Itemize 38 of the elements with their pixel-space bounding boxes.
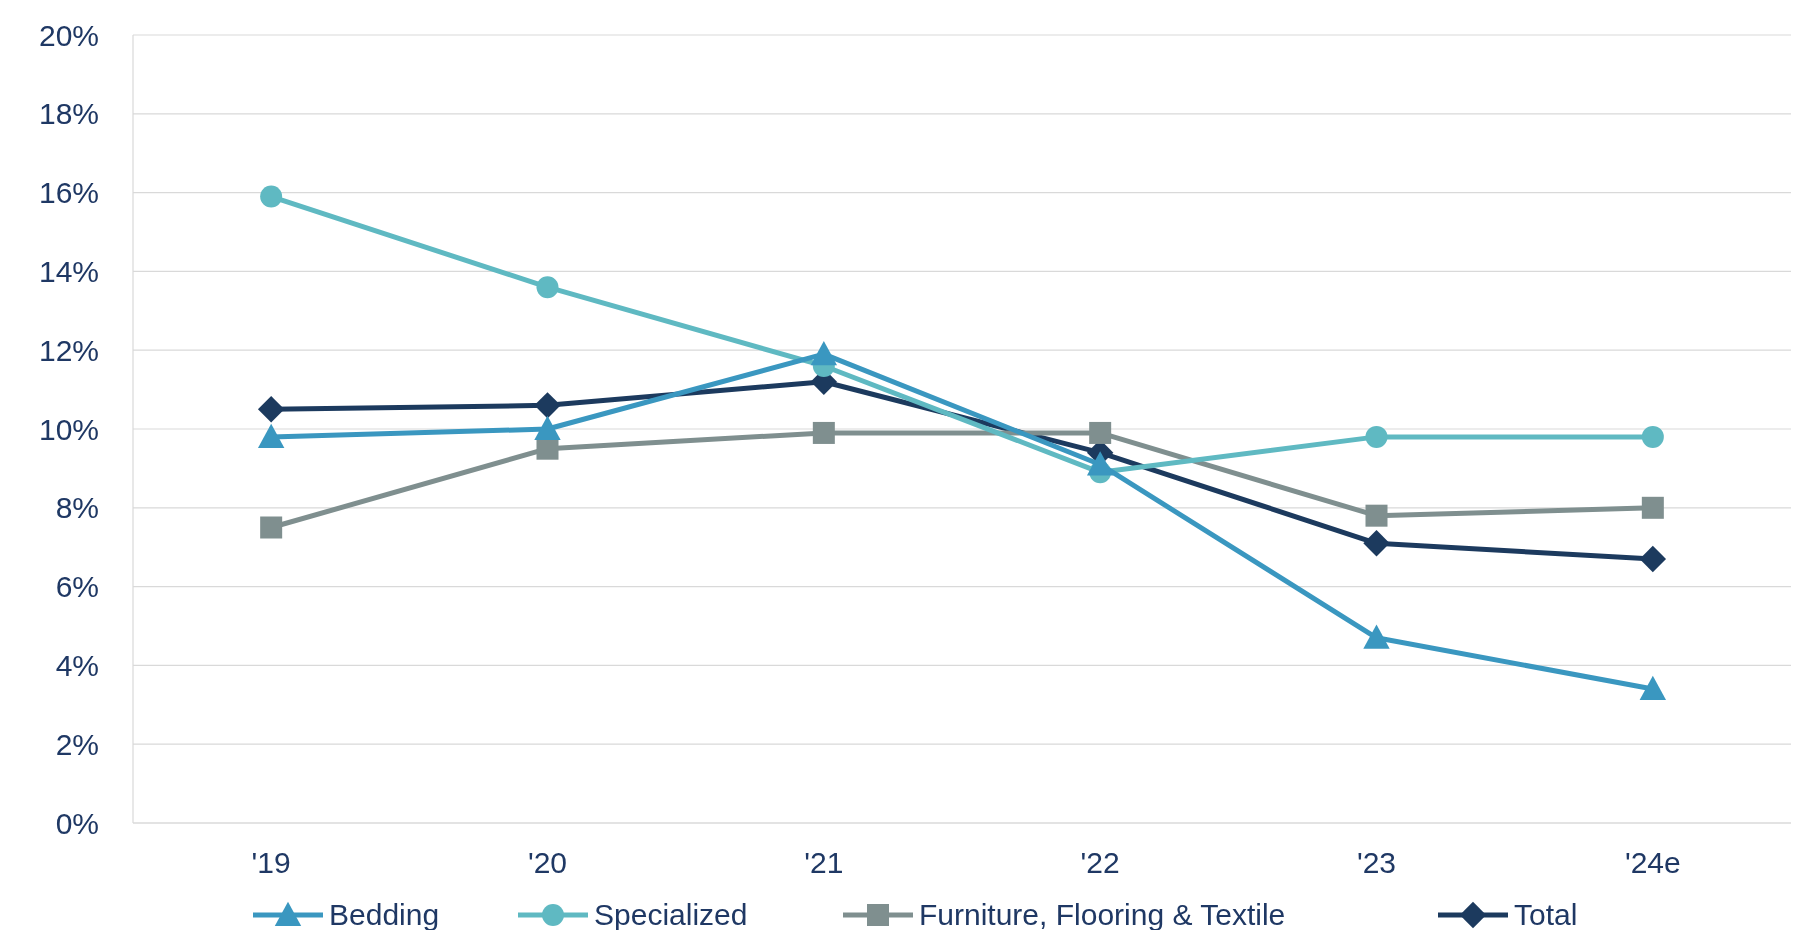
point — [1641, 425, 1664, 448]
y-tick-label: 4% — [55, 648, 99, 682]
point — [257, 423, 285, 448]
point — [812, 421, 835, 444]
y-tick-label: 2% — [55, 727, 99, 761]
point — [1363, 530, 1390, 557]
x-tick-label: '19 — [251, 846, 291, 879]
point — [534, 392, 561, 419]
point — [257, 396, 285, 423]
x-tick-label: '22 — [1080, 846, 1120, 879]
point — [1089, 421, 1112, 444]
point — [260, 185, 283, 208]
point — [534, 415, 561, 440]
point — [1086, 451, 1114, 476]
point — [1639, 545, 1667, 573]
y-tick-label: 6% — [55, 570, 99, 604]
point — [1641, 496, 1664, 519]
x-tick-label: '24e — [1624, 846, 1681, 879]
point — [536, 276, 559, 299]
y-tick-label: 10% — [38, 412, 99, 446]
y-tick-label: 12% — [38, 333, 99, 367]
y-tick-label: 0% — [55, 806, 99, 840]
y-tick-label: 20% — [38, 18, 99, 52]
legend-label: Total — [1514, 898, 1578, 931]
x-tick-label: '21 — [804, 846, 844, 879]
point — [1365, 425, 1388, 448]
point — [260, 516, 283, 539]
y-tick-label: 18% — [38, 97, 99, 131]
point — [1365, 504, 1388, 527]
x-tick-label: '23 — [1356, 846, 1397, 879]
point — [536, 437, 559, 460]
y-tick-label: 16% — [38, 176, 99, 210]
point — [810, 340, 838, 366]
point — [1363, 624, 1390, 649]
y-tick-label: 14% — [38, 254, 99, 288]
x-tick-label: '20 — [527, 846, 568, 879]
point — [1639, 675, 1667, 701]
y-tick-label: 8% — [55, 491, 99, 525]
